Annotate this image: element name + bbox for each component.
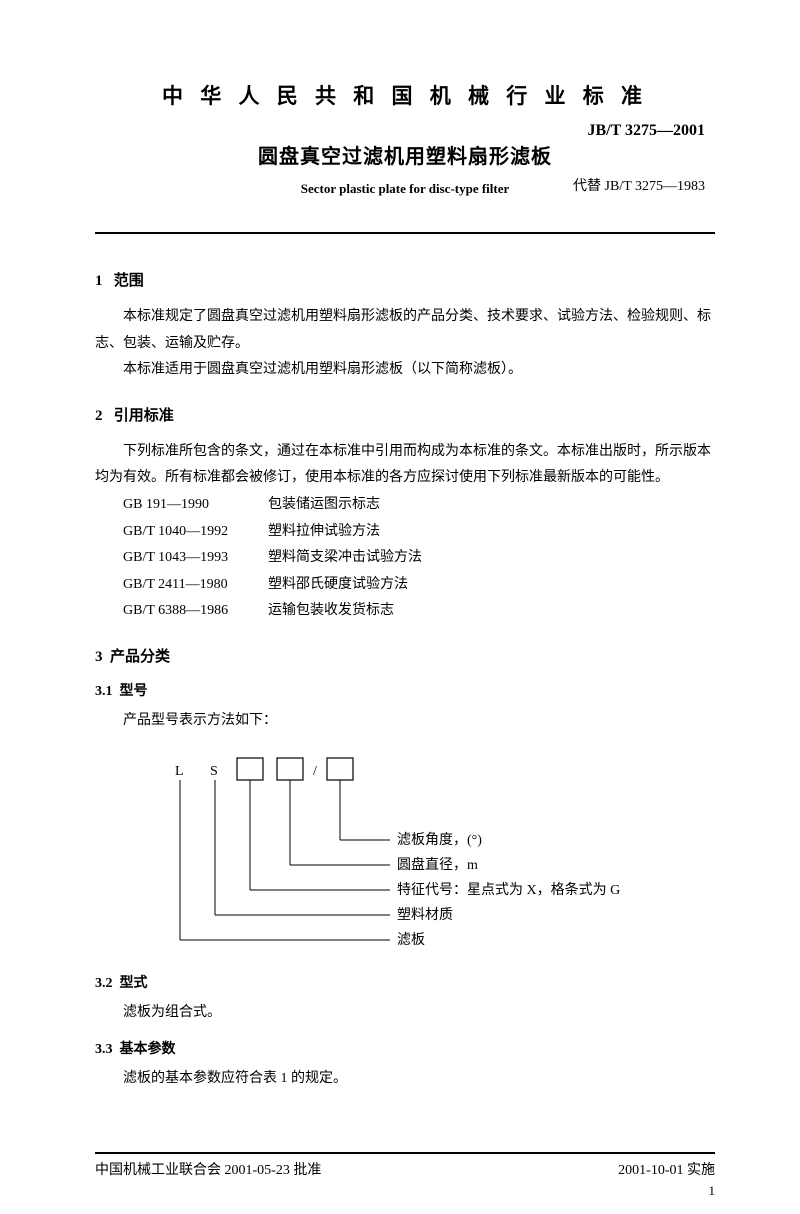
section-3-2-heading: 3.2 型式 [95, 972, 715, 992]
ref-code: GB 191—1990 [123, 492, 268, 519]
diagram-slash: / [313, 764, 317, 779]
reference-row: GB 191—1990包装储运图示标志 [123, 492, 715, 519]
para-1a: 本标准规定了圆盘真空过滤机用塑料扇形滤板的产品分类、技术要求、试验方法、检验规则… [95, 304, 715, 357]
ref-code: GB/T 1040—1992 [123, 519, 268, 546]
sub-title: 型号 [120, 684, 148, 699]
section-num: 1 [95, 273, 103, 289]
diagram-label-4: 塑料材质 [397, 907, 453, 923]
ref-code: GB/T 6388—1986 [123, 598, 268, 625]
diagram-svg: L S / 滤板角度，(°) 圆盘直径，m 特征代号：星点式为 X，格条式为 G… [155, 750, 635, 960]
standard-code: JB/T 3275—2001 [588, 122, 706, 140]
divider-top [95, 232, 715, 234]
diagram-label-5: 滤板 [397, 932, 425, 948]
diagram-box-3 [327, 758, 353, 780]
sub-num: 3.3 [95, 1042, 113, 1057]
para-2a: 下列标准所包含的条文，通过在本标准中引用而构成为本标准的条文。本标准出版时，所示… [95, 439, 715, 492]
diagram-letter-S: S [210, 764, 218, 779]
diagram-box-2 [277, 758, 303, 780]
replaces-note: 代替 JB/T 3275—1983 [573, 175, 705, 195]
para-32: 滤板为组合式。 [95, 1000, 715, 1027]
para-33: 滤板的基本参数应符合表 1 的规定。 [95, 1066, 715, 1093]
section-num: 2 [95, 408, 103, 424]
reference-row: GB/T 2411—1980塑料邵氏硬度试验方法 [123, 572, 715, 599]
ref-title: 运输包装收发货标志 [268, 603, 394, 618]
diagram-label-1: 滤板角度，(°) [397, 832, 482, 848]
footer-approval: 中国机械工业联合会 2001-05-23 批准 [95, 1159, 321, 1179]
reference-row: GB/T 1040—1992塑料拉伸试验方法 [123, 519, 715, 546]
section-num: 3 [95, 649, 103, 665]
ref-title: 塑料拉伸试验方法 [268, 524, 380, 539]
para-1b: 本标准适用于圆盘真空过滤机用塑料扇形滤板（以下简称滤板）。 [95, 357, 715, 384]
section-1-heading: 1 范围 [95, 269, 715, 290]
sub-title: 型式 [120, 976, 148, 991]
footer-effective: 2001-10-01 实施 [618, 1159, 715, 1179]
sub-title: 基本参数 [120, 1042, 176, 1057]
ref-title: 塑料简支梁冲击试验方法 [268, 550, 422, 565]
ref-title: 塑料邵氏硬度试验方法 [268, 577, 408, 592]
reference-row: GB/T 6388—1986运输包装收发货标志 [123, 598, 715, 625]
main-title: 圆盘真空过滤机用塑料扇形滤板 [95, 140, 715, 169]
document-page: 中 华 人 民 共 和 国 机 械 行 业 标 准 JB/T 3275—2001… [0, 0, 800, 1133]
diagram-label-2: 圆盘直径，m [397, 856, 478, 873]
section-2-heading: 2 引用标准 [95, 404, 715, 425]
page-number: 1 [709, 1183, 716, 1199]
section-title: 产品分类 [110, 649, 170, 665]
ref-code: GB/T 2411—1980 [123, 572, 268, 599]
section-title: 引用标准 [114, 408, 174, 424]
sub-num: 3.2 [95, 976, 113, 991]
header-title: 中 华 人 民 共 和 国 机 械 行 业 标 准 [95, 80, 715, 110]
ref-code: GB/T 1043—1993 [123, 545, 268, 572]
diagram-letter-L: L [175, 764, 184, 779]
reference-row: GB/T 1043—1993塑料简支梁冲击试验方法 [123, 545, 715, 572]
section-3-3-heading: 3.3 基本参数 [95, 1038, 715, 1058]
sub-num: 3.1 [95, 684, 113, 699]
model-code-diagram: L S / 滤板角度，(°) 圆盘直径，m 特征代号：星点式为 X，格条式为 G… [155, 750, 715, 960]
section-3-heading: 3 产品分类 [95, 645, 715, 666]
footer-divider [95, 1152, 715, 1154]
section-title: 范围 [114, 273, 144, 289]
ref-title: 包装储运图示标志 [268, 497, 380, 512]
diagram-box-1 [237, 758, 263, 780]
diagram-label-3: 特征代号：星点式为 X，格条式为 G [397, 881, 620, 898]
para-31: 产品型号表示方法如下： [95, 708, 715, 735]
section-3-1-heading: 3.1 型号 [95, 680, 715, 700]
